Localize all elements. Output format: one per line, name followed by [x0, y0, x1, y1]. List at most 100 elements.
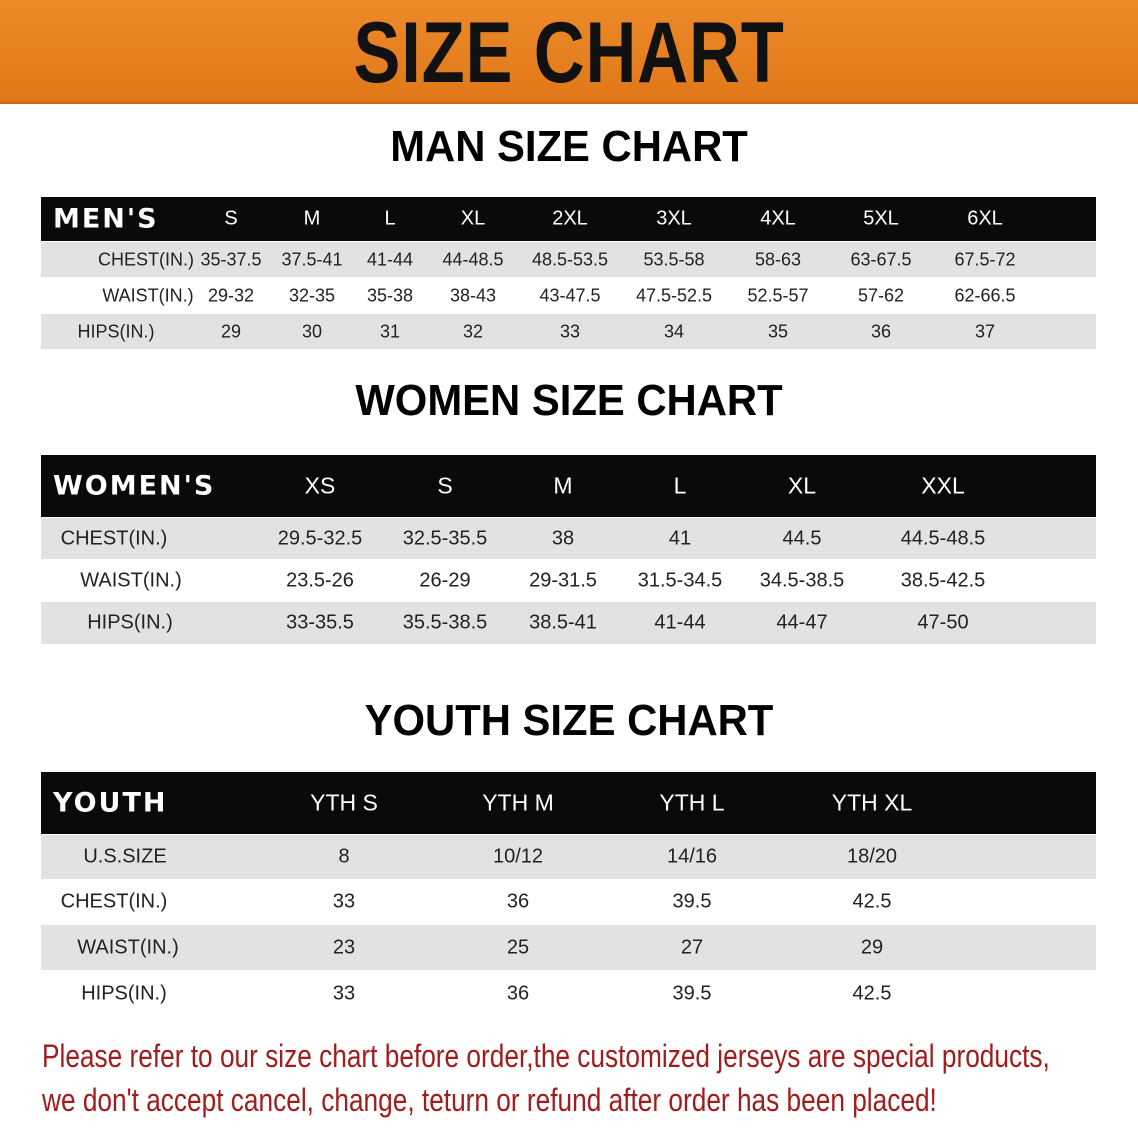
table-cell: 36 [870, 321, 892, 341]
table-row: CHEST(IN.) 35-37.5 37.5-41 41-44 44-48.5 48.5… [41, 242, 1096, 277]
table-cell: 43-47.5 [539, 285, 601, 305]
row-label: WAIST(IN.) [102, 285, 194, 305]
row-label: CHEST(IN.) [98, 249, 194, 269]
table-cell: 29 [860, 936, 884, 958]
size-header: M [553, 472, 573, 499]
table-cell: 30 [301, 321, 323, 341]
size-header: XL [460, 207, 486, 230]
table-cell: 34 [663, 321, 685, 341]
size-header: 5XL [863, 207, 899, 230]
table-row: CHEST(IN.) 29.5-32.5 32.5-35.5 38 41 44.5 44.5… [41, 518, 1096, 559]
table-cell: 33 [332, 890, 356, 913]
size-header: S [437, 472, 453, 499]
table-cell: 33 [559, 321, 581, 341]
size-header: 4XL [760, 207, 796, 230]
table-row: U.S.SIZE 8 10/12 14/16 18/20 [41, 835, 1096, 879]
table-cell: 42.5 [852, 982, 892, 1004]
table-cell: 33-35.5 [286, 611, 354, 634]
table-cell: 36 [506, 982, 530, 1004]
table-cell: 53.5-58 [643, 249, 705, 269]
table-cell: 42.5 [852, 890, 892, 913]
table-cell: 23 [332, 936, 356, 958]
table-cell: 29 [220, 321, 242, 341]
table-row: WAIST(IN.) 29-32 32-35 35-38 38-43 43-47.5 47.… [41, 278, 1096, 313]
size-header: YTH XL [831, 789, 913, 816]
size-header: YTH M [482, 789, 554, 816]
table-cell: 14/16 [666, 845, 718, 868]
size-header: L [673, 472, 687, 499]
women-section-title: WOMEN SIZE CHART [355, 376, 783, 425]
table-cell: 44-47 [776, 611, 828, 634]
table-cell: 37.5-41 [281, 249, 343, 269]
table-cell: 38-43 [449, 285, 497, 305]
row-label: HIPS(IN.) [77, 321, 155, 341]
women-header-label: WOMEN'S [53, 470, 216, 502]
women-header-row: WOMEN'S XS S M L XL XXL [41, 455, 1096, 517]
table-cell: 29-31.5 [529, 569, 597, 591]
table-cell: 32 [462, 321, 484, 341]
table-cell: 39.5 [672, 982, 712, 1004]
row-label: WAIST(IN.) [77, 936, 179, 958]
order-note-line-1: Please refer to our size chart before or… [42, 1038, 1050, 1074]
table-cell: 37 [974, 321, 996, 341]
men-section-title: MAN SIZE CHART [390, 122, 748, 171]
table-cell: 29-32 [207, 285, 255, 305]
table-cell: 41-44 [654, 611, 706, 634]
youth-header-row: YOUTH YTH S YTH M YTH L YTH XL [41, 772, 1096, 834]
size-header: XXL [921, 472, 965, 499]
table-cell: 33 [332, 982, 356, 1004]
table-cell: 26-29 [419, 569, 471, 591]
table-cell: 41 [668, 527, 692, 549]
women-size-table: WOMEN'S XS S M L XL XXL CHEST(IN.) 29.5-32.5 32.5… [41, 455, 1096, 645]
table-cell: 48.5-53.5 [531, 249, 609, 269]
size-header: 2XL [552, 207, 588, 230]
youth-section-title: YOUTH SIZE CHART [364, 696, 774, 745]
table-cell: 52.5-57 [747, 285, 809, 305]
table-cell: 34.5-38.5 [759, 569, 845, 591]
table-cell: 35-38 [366, 285, 414, 305]
table-cell: 47.5-52.5 [635, 285, 713, 305]
table-row: HIPS(IN.) 33-35.5 35.5-38.5 38.5-41 41-44 44-… [41, 602, 1096, 644]
table-cell: 29.5-32.5 [277, 527, 363, 549]
table-cell: 25 [506, 936, 530, 958]
table-cell: 67.5-72 [954, 249, 1016, 269]
table-cell: 57-62 [857, 285, 905, 305]
table-row: WAIST(IN.) 23.5-26 26-29 29-31.5 31.5-34.5 34… [41, 560, 1096, 601]
table-cell: 41-44 [366, 249, 414, 269]
table-cell: 44-48.5 [442, 249, 504, 269]
row-label: WAIST(IN.) [80, 569, 182, 591]
table-cell: 58-63 [754, 249, 802, 269]
table-cell: 23.5-26 [286, 569, 354, 591]
table-cell: 62-66.5 [954, 285, 1016, 305]
table-cell: 44.5-48.5 [900, 527, 986, 549]
page-title: SIZE CHART [353, 5, 785, 101]
table-cell: 38.5-41 [529, 611, 597, 634]
order-note-line-2: we don't accept cancel, change, teturn o… [42, 1082, 937, 1118]
row-label: U.S.SIZE [83, 845, 167, 868]
size-header: XS [304, 472, 336, 499]
table-cell: 27 [680, 936, 704, 958]
table-row: CHEST(IN.) 33 36 39.5 42.5 [41, 880, 1096, 924]
size-header: S [224, 207, 238, 230]
men-size-table: MEN'S S M L XL 2XL 3XL 4XL 5XL 6XL CHEST(IN.) 35-37… [41, 197, 1096, 350]
table-cell: 38.5-42.5 [900, 569, 986, 591]
size-header: 3XL [656, 207, 692, 230]
table-cell: 8 [338, 845, 350, 868]
youth-size-table: YOUTH YTH S YTH M YTH L YTH XL U.S.SIZE 8 10/12… [41, 772, 1096, 1017]
size-header: YTH L [659, 789, 725, 816]
table-row: HIPS(IN.) 29 30 31 32 33 34 35 36 37 [41, 314, 1096, 349]
row-label: CHEST(IN.) [60, 890, 168, 913]
table-cell: 31.5-34.5 [637, 569, 723, 591]
size-header: YTH S [310, 789, 378, 816]
size-header: XL [787, 472, 817, 499]
table-cell: 63-67.5 [850, 249, 912, 269]
table-cell: 18/20 [846, 845, 898, 868]
table-cell: 39.5 [672, 890, 712, 913]
table-row: WAIST(IN.) 23 25 27 29 [41, 925, 1096, 970]
row-label: HIPS(IN.) [87, 611, 173, 634]
row-label: HIPS(IN.) [81, 982, 167, 1004]
table-cell: 38 [551, 527, 575, 549]
size-header: M [303, 207, 321, 230]
table-cell: 44.5 [782, 527, 822, 549]
size-header: L [384, 207, 396, 230]
